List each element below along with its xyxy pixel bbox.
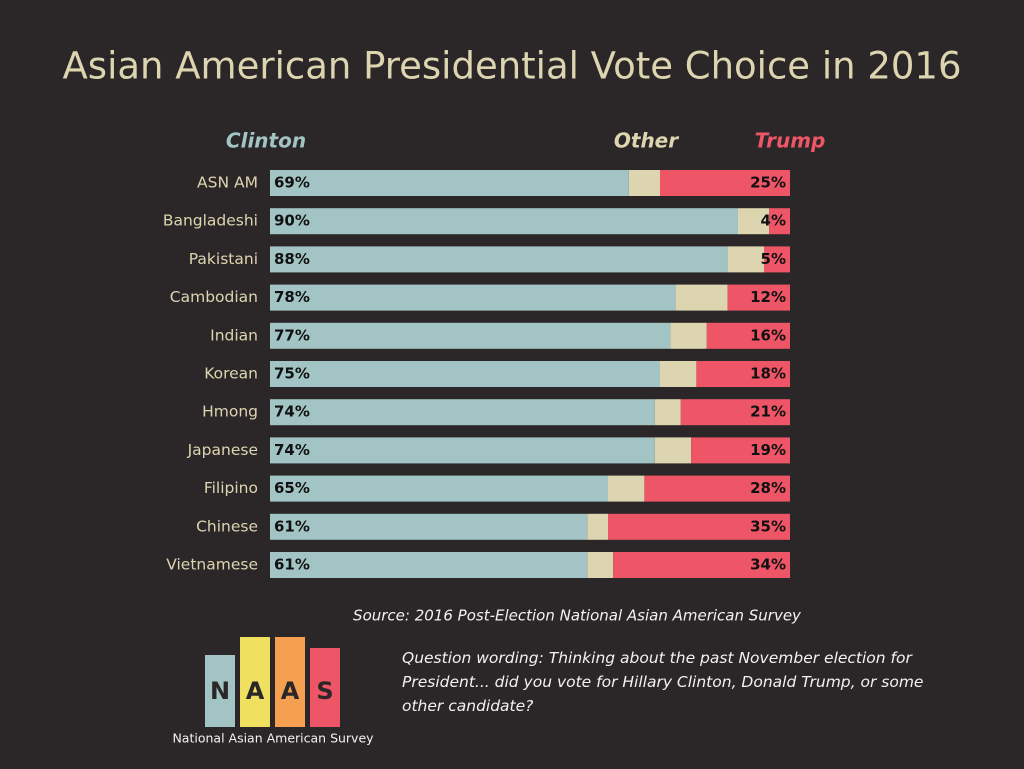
bar-segment — [587, 513, 608, 540]
legend-label: Trump — [755, 129, 826, 153]
category-label: Pakistani — [189, 250, 258, 268]
logo-caption: National Asian American Survey — [172, 731, 374, 746]
category-label: Vietnamese — [166, 556, 258, 574]
value-label: 65% — [274, 479, 310, 497]
logo-bar — [205, 655, 235, 727]
category-label: ASN AM — [197, 174, 258, 192]
bar-segment — [706, 322, 790, 349]
bar-segment — [270, 170, 629, 196]
value-label: 18% — [750, 365, 786, 383]
bar-segment — [270, 246, 728, 273]
value-label: 5% — [761, 250, 786, 268]
source: Source: 2016 Post-Election National Asia… — [353, 607, 802, 625]
bar-segment — [644, 475, 790, 502]
bar-segment — [764, 246, 790, 273]
bar-segment — [628, 170, 660, 196]
bar-segment — [691, 437, 790, 464]
logo-letter: S — [316, 677, 333, 705]
bar-segment — [654, 399, 681, 426]
legend-label: Other — [614, 129, 679, 153]
category-label: Chinese — [196, 517, 258, 535]
value-label: 25% — [750, 174, 786, 192]
bar-segment — [696, 361, 790, 387]
bar-segment — [727, 246, 764, 273]
category-label: Hmong — [202, 403, 258, 421]
bar-segment — [587, 552, 614, 578]
bar-segment — [769, 208, 790, 235]
chart-title: Asian American Presidential Vote Choice … — [62, 45, 961, 88]
value-label: 34% — [750, 556, 786, 574]
logo-letter: A — [281, 677, 300, 705]
logo: N A A S National Asian American Survey — [172, 637, 374, 746]
bar-segment — [270, 475, 608, 502]
logo-bar — [275, 637, 305, 727]
bar-segment — [270, 437, 655, 464]
bar-segment — [670, 322, 707, 349]
bar-segment — [608, 513, 790, 540]
value-label: 61% — [274, 556, 310, 574]
logo-letter: A — [246, 677, 265, 705]
bar-segment — [680, 399, 790, 426]
category-label: Korean — [204, 365, 258, 383]
value-label: 77% — [274, 326, 310, 344]
bar-segment — [270, 552, 588, 578]
bar-segment — [270, 399, 655, 426]
bar-segment — [675, 284, 728, 311]
category-label: Japanese — [187, 441, 258, 459]
bar-segment — [660, 361, 697, 387]
value-label: 16% — [750, 326, 786, 344]
value-label: 4% — [761, 212, 786, 230]
value-label: 74% — [274, 403, 310, 421]
bar-segment — [270, 208, 738, 235]
value-label: 69% — [274, 174, 310, 192]
category-label: Indian — [210, 326, 258, 344]
value-label: 75% — [274, 365, 310, 383]
bar-segment — [613, 552, 790, 578]
category-label: Bangladeshi — [163, 212, 258, 230]
bar-segment — [270, 284, 676, 311]
value-label: 21% — [750, 403, 786, 421]
logo-bar — [240, 637, 270, 727]
bar-segment — [270, 513, 588, 540]
category-label: Cambodian — [170, 288, 258, 306]
value-label: 61% — [274, 517, 310, 535]
value-label: 78% — [274, 288, 310, 306]
bar-segment — [660, 170, 790, 196]
value-label: 74% — [274, 441, 310, 459]
bar-segment — [738, 208, 770, 235]
value-label: 90% — [274, 212, 310, 230]
bar-segment — [270, 361, 660, 387]
bar-segment — [654, 437, 692, 464]
logo-letter: N — [210, 677, 230, 705]
question-wording: Question wording: Thinking about the pas… — [402, 649, 924, 715]
value-label: 35% — [750, 517, 786, 535]
value-label: 12% — [750, 288, 786, 306]
bar-segment — [270, 322, 671, 349]
value-label: 19% — [750, 441, 786, 459]
legend-label: Clinton — [226, 129, 306, 153]
bar-segment — [608, 475, 645, 502]
value-label: 88% — [274, 250, 310, 268]
bar-segment — [727, 284, 790, 311]
category-label: Filipino — [204, 479, 258, 497]
logo-bar — [310, 648, 340, 727]
value-label: 28% — [750, 479, 786, 497]
